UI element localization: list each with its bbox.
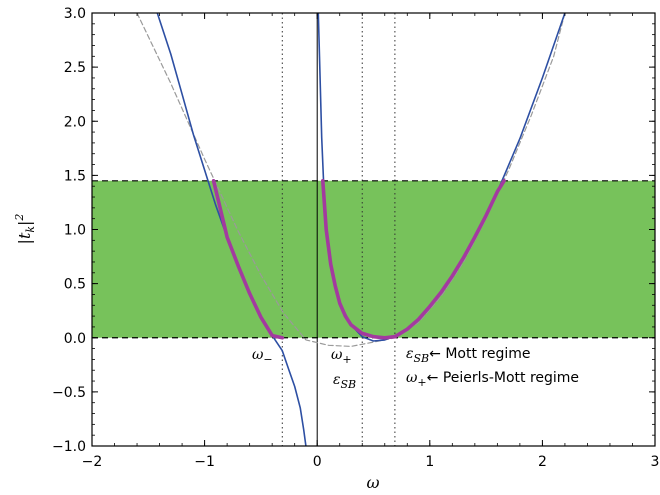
y-tick-label-7: 2.5 [64, 60, 86, 76]
mott-regime-label: εSB← Mott regime [406, 346, 530, 365]
curves-group [136, 13, 566, 446]
peierls-regime-text: ← Peierls-Mott regime [427, 370, 579, 386]
y-tick-label-2: 0.0 [64, 331, 86, 347]
ticks-group: −2 −1 0 1 2 3 −1.0 −0.5 0.0 0.5 1.0 1.5 2.0 2.5 3.0 [52, 6, 659, 470]
x-tick-label-4: 2 [538, 454, 547, 470]
y-tick-label-3: 0.5 [64, 277, 86, 293]
y-tick-label-6: 2.0 [64, 114, 86, 130]
y-tick-label-1: −0.5 [52, 385, 86, 401]
svg-text:|tk|2: |tk|2 [13, 214, 37, 245]
svg-text:εSB← Mott regime: εSB← Mott regime [406, 346, 530, 365]
x-tick-label-2: 0 [313, 454, 322, 470]
x-tick-label-5: 3 [651, 454, 660, 470]
series-6-magenta-thick [393, 179, 506, 339]
mott-regime-text: ← Mott regime [429, 346, 530, 362]
peierls-regime-label: ω+← Peierls-Mott regime [406, 370, 579, 389]
series-4-magenta-thick [211, 179, 285, 340]
y-tick-label-0: −1.0 [52, 439, 86, 455]
y-tick-label-4: 1.0 [64, 223, 86, 239]
reference-lines [92, 13, 655, 446]
x-tick-label-3: 1 [425, 454, 434, 470]
series-5-magenta-thick [320, 179, 397, 340]
shaded-band [92, 180, 655, 338]
y-tick-label-5: 1.5 [64, 168, 86, 184]
y-tick-label-8: 3.0 [64, 6, 86, 22]
x-tick-label-1: −1 [194, 454, 215, 470]
svg-text:ω+← Peierls-Mott regime: ω+← Peierls-Mott regime [406, 370, 579, 389]
x-tick-label-0: −2 [82, 454, 103, 470]
x-axis-label: ω [366, 473, 379, 492]
y-axis-label: |tk|2 [13, 214, 37, 245]
